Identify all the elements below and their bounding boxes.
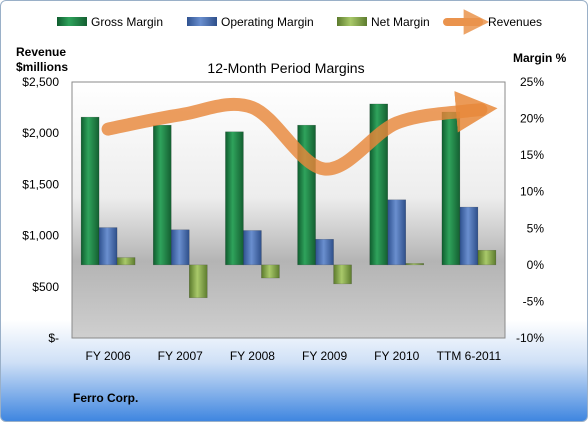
legend-label-operating: Operating Margin (221, 15, 314, 29)
category-label: FY 2008 (230, 349, 275, 363)
category-labels: FY 2006 FY 2007 FY 2008 FY 2009 FY 2010 TTM 6… (86, 349, 502, 363)
operating-margin-bar (459, 206, 479, 266)
gross-margin-bar (225, 131, 244, 266)
revenue-line (101, 91, 498, 176)
left-tick-label: $2,000 (22, 126, 59, 140)
left-tick-label: $500 (32, 280, 59, 294)
company-name: Ferro Corp. (73, 391, 138, 405)
category-label: FY 2010 (374, 349, 419, 363)
right-tick-label: -10% (516, 331, 544, 345)
operating-margin-bar (171, 229, 190, 266)
legend-swatch-net (337, 17, 367, 26)
left-tick-label: $1,500 (22, 177, 59, 191)
legend: Gross Margin Operating Margin Net Margin… (57, 9, 542, 35)
right-tick-label: 0% (527, 258, 545, 272)
gross-margin-bar (153, 124, 172, 266)
net-margin-bar (405, 263, 424, 266)
legend-swatch-gross (57, 17, 87, 26)
legend-label-revenues: Revenues (488, 15, 542, 29)
legend-label-gross: Gross Margin (91, 15, 163, 29)
right-axis-label: Margin % (513, 51, 567, 65)
right-tick-label: 20% (520, 112, 544, 126)
category-label: FY 2009 (302, 349, 347, 363)
net-margin-bar (477, 249, 497, 266)
right-tick-label: 15% (520, 148, 544, 162)
right-tick-label: -5% (523, 294, 545, 308)
net-margin-bar (189, 264, 208, 299)
operating-margin-bar (243, 230, 262, 266)
left-axis-ticks: $2,500 $2,000 $1,500 $1,000 $500 $- (22, 75, 59, 345)
operating-margin-bar (98, 227, 118, 266)
bars (80, 103, 497, 299)
net-margin-bar (333, 264, 352, 285)
category-label: TTM 6-2011 (437, 349, 502, 363)
right-tick-label: 5% (527, 221, 545, 235)
operating-margin-bar (387, 199, 406, 266)
right-tick-label: 10% (520, 185, 544, 199)
legend-swatch-operating (187, 17, 217, 26)
gross-margin-bar (80, 116, 100, 266)
chart-title: 12-Month Period Margins (207, 60, 364, 76)
left-tick-label: $2,500 (22, 75, 59, 89)
legend-label-net: Net Margin (371, 15, 430, 29)
left-tick-label: $- (48, 331, 59, 345)
left-tick-label: $1,000 (22, 229, 59, 243)
revenue-line-path (101, 91, 498, 176)
left-axis-label-line2: $millions (16, 60, 68, 74)
right-axis-ticks: 25% 20% 15% 10% 5% 0% -5% -10% (516, 75, 544, 345)
right-tick-label: 25% (520, 75, 544, 89)
category-label: FY 2006 (86, 349, 131, 363)
category-label: FY 2007 (158, 349, 203, 363)
net-margin-bar (261, 264, 280, 279)
left-axis-label-line1: Revenue (16, 45, 66, 59)
net-margin-bar (116, 257, 136, 266)
gross-margin-bar (441, 111, 461, 266)
operating-margin-bar (315, 239, 334, 266)
